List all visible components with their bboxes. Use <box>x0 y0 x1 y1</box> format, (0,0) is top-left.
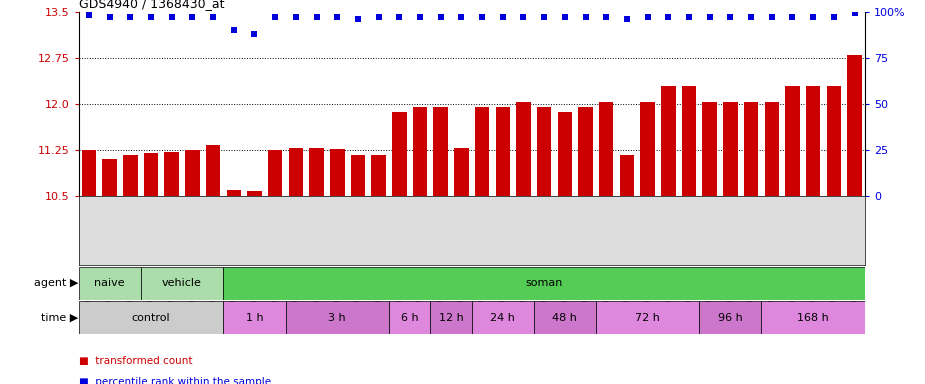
Bar <box>596 301 699 334</box>
Text: 1 h: 1 h <box>246 313 264 323</box>
Bar <box>640 103 655 196</box>
Bar <box>351 155 365 196</box>
Bar <box>268 151 282 196</box>
Bar <box>165 152 179 196</box>
Bar <box>558 112 572 196</box>
Bar <box>330 149 344 196</box>
Text: 3 h: 3 h <box>328 313 346 323</box>
Bar <box>103 159 117 196</box>
Bar <box>185 151 200 196</box>
Text: soman: soman <box>525 278 562 288</box>
Text: time ▶: time ▶ <box>42 313 79 323</box>
Bar <box>682 86 697 196</box>
Bar <box>496 107 510 196</box>
Text: 24 h: 24 h <box>490 313 515 323</box>
Bar <box>516 103 531 196</box>
Bar <box>123 155 138 196</box>
Text: vehicle: vehicle <box>162 278 202 288</box>
Text: GDS4940 / 1368430_at: GDS4940 / 1368430_at <box>79 0 224 10</box>
Bar <box>578 107 593 196</box>
Bar <box>79 301 224 334</box>
Bar <box>827 86 841 196</box>
Bar <box>785 86 800 196</box>
Bar <box>206 145 220 196</box>
Bar <box>434 107 448 196</box>
Bar <box>247 191 262 196</box>
Bar <box>224 301 286 334</box>
Text: agent ▶: agent ▶ <box>34 278 79 288</box>
Bar <box>224 267 865 300</box>
Bar <box>454 148 469 196</box>
Bar <box>413 107 427 196</box>
Bar <box>744 103 758 196</box>
Bar <box>847 55 862 196</box>
Bar <box>143 153 158 196</box>
Bar <box>620 155 635 196</box>
Text: ■  percentile rank within the sample: ■ percentile rank within the sample <box>79 377 271 384</box>
Bar <box>430 301 472 334</box>
Bar <box>141 267 224 300</box>
Text: control: control <box>131 313 170 323</box>
Text: 168 h: 168 h <box>797 313 829 323</box>
Bar <box>534 301 596 334</box>
Bar <box>806 86 820 196</box>
Bar <box>699 301 761 334</box>
Bar <box>472 301 534 334</box>
Bar <box>389 301 430 334</box>
Bar <box>286 301 389 334</box>
Bar <box>372 155 386 196</box>
Bar <box>661 86 675 196</box>
Text: naive: naive <box>94 278 125 288</box>
Bar <box>702 103 717 196</box>
Text: ■  transformed count: ■ transformed count <box>79 356 192 366</box>
Bar <box>723 103 737 196</box>
Bar <box>289 148 303 196</box>
Bar <box>599 103 613 196</box>
Bar <box>227 190 241 196</box>
Bar <box>81 150 96 196</box>
Bar <box>309 148 324 196</box>
Text: 48 h: 48 h <box>552 313 577 323</box>
Bar <box>761 301 865 334</box>
Bar <box>765 103 779 196</box>
Text: 72 h: 72 h <box>635 313 660 323</box>
Text: 12 h: 12 h <box>438 313 463 323</box>
Bar <box>79 267 141 300</box>
Text: 96 h: 96 h <box>718 313 743 323</box>
Text: 6 h: 6 h <box>401 313 418 323</box>
Bar <box>536 107 551 196</box>
Bar <box>475 107 489 196</box>
Bar <box>392 112 407 196</box>
